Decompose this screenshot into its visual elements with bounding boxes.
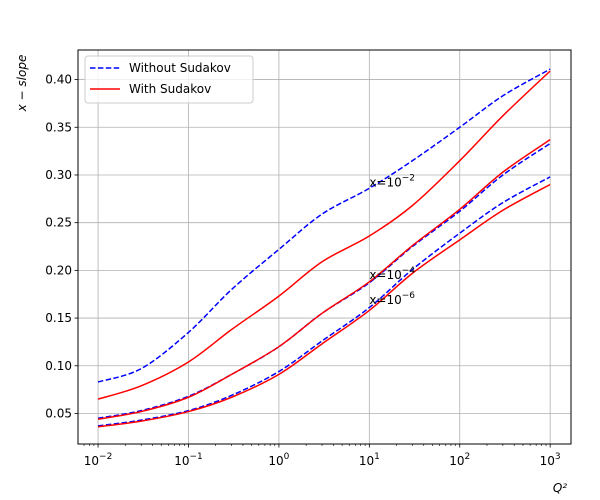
y-tick-label: 0.40: [45, 73, 72, 87]
annotations: x=10−2 x=10−4 x=10−6: [369, 173, 415, 306]
series-line-with-sudakov-x-10-6: [97, 183, 551, 428]
curve-annotation-label: x=10−2: [369, 173, 415, 189]
curve-annotation-label: x=10−6: [369, 291, 415, 307]
series-line-without-sudakov-x-10-4: [97, 142, 551, 419]
x-tick-label: 10−2: [84, 452, 113, 468]
legend-label-without-sudakov: Without Sudakov: [129, 61, 231, 75]
series-line-with-sudakov-x-10-2: [97, 70, 551, 400]
legend-box: [84, 55, 254, 104]
curves: [97, 68, 551, 428]
x-tick-label: 103: [540, 452, 561, 468]
series-line-with-sudakov-x-10-4: [97, 139, 551, 420]
x-axis-label: Q²: [553, 481, 567, 495]
series-line-without-sudakov-x-10-2: [97, 68, 551, 383]
plot-frame: [77, 49, 572, 445]
y-tick-label: 0.35: [45, 120, 72, 134]
legend: Without Sudakov With Sudakov: [84, 55, 254, 104]
x-tick-label: 101: [359, 452, 380, 468]
grid: [78, 50, 571, 444]
y-tick-label: 0.25: [45, 216, 72, 230]
y-axis-label: x − slope: [15, 55, 29, 113]
y-tick-label: 0.30: [45, 168, 72, 182]
y-tick-label: 0.20: [45, 263, 72, 277]
x-tick-label: 100: [268, 452, 289, 468]
y-tick-label: 0.10: [45, 359, 72, 373]
x-tick-label: 10−1: [174, 452, 203, 468]
legend-label-with-sudakov: With Sudakov: [129, 82, 211, 96]
ticks: 10−2 10−1 100 101 102 103 0.05 0.10 0.15 0.20 0.25…: [45, 73, 560, 468]
plot-background: [78, 50, 571, 444]
x-tick-label: 102: [449, 452, 470, 468]
curve-annotation-label: x=10−4: [369, 266, 415, 282]
y-tick-label: 0.05: [45, 406, 72, 420]
y-tick-label: 0.15: [45, 311, 72, 325]
